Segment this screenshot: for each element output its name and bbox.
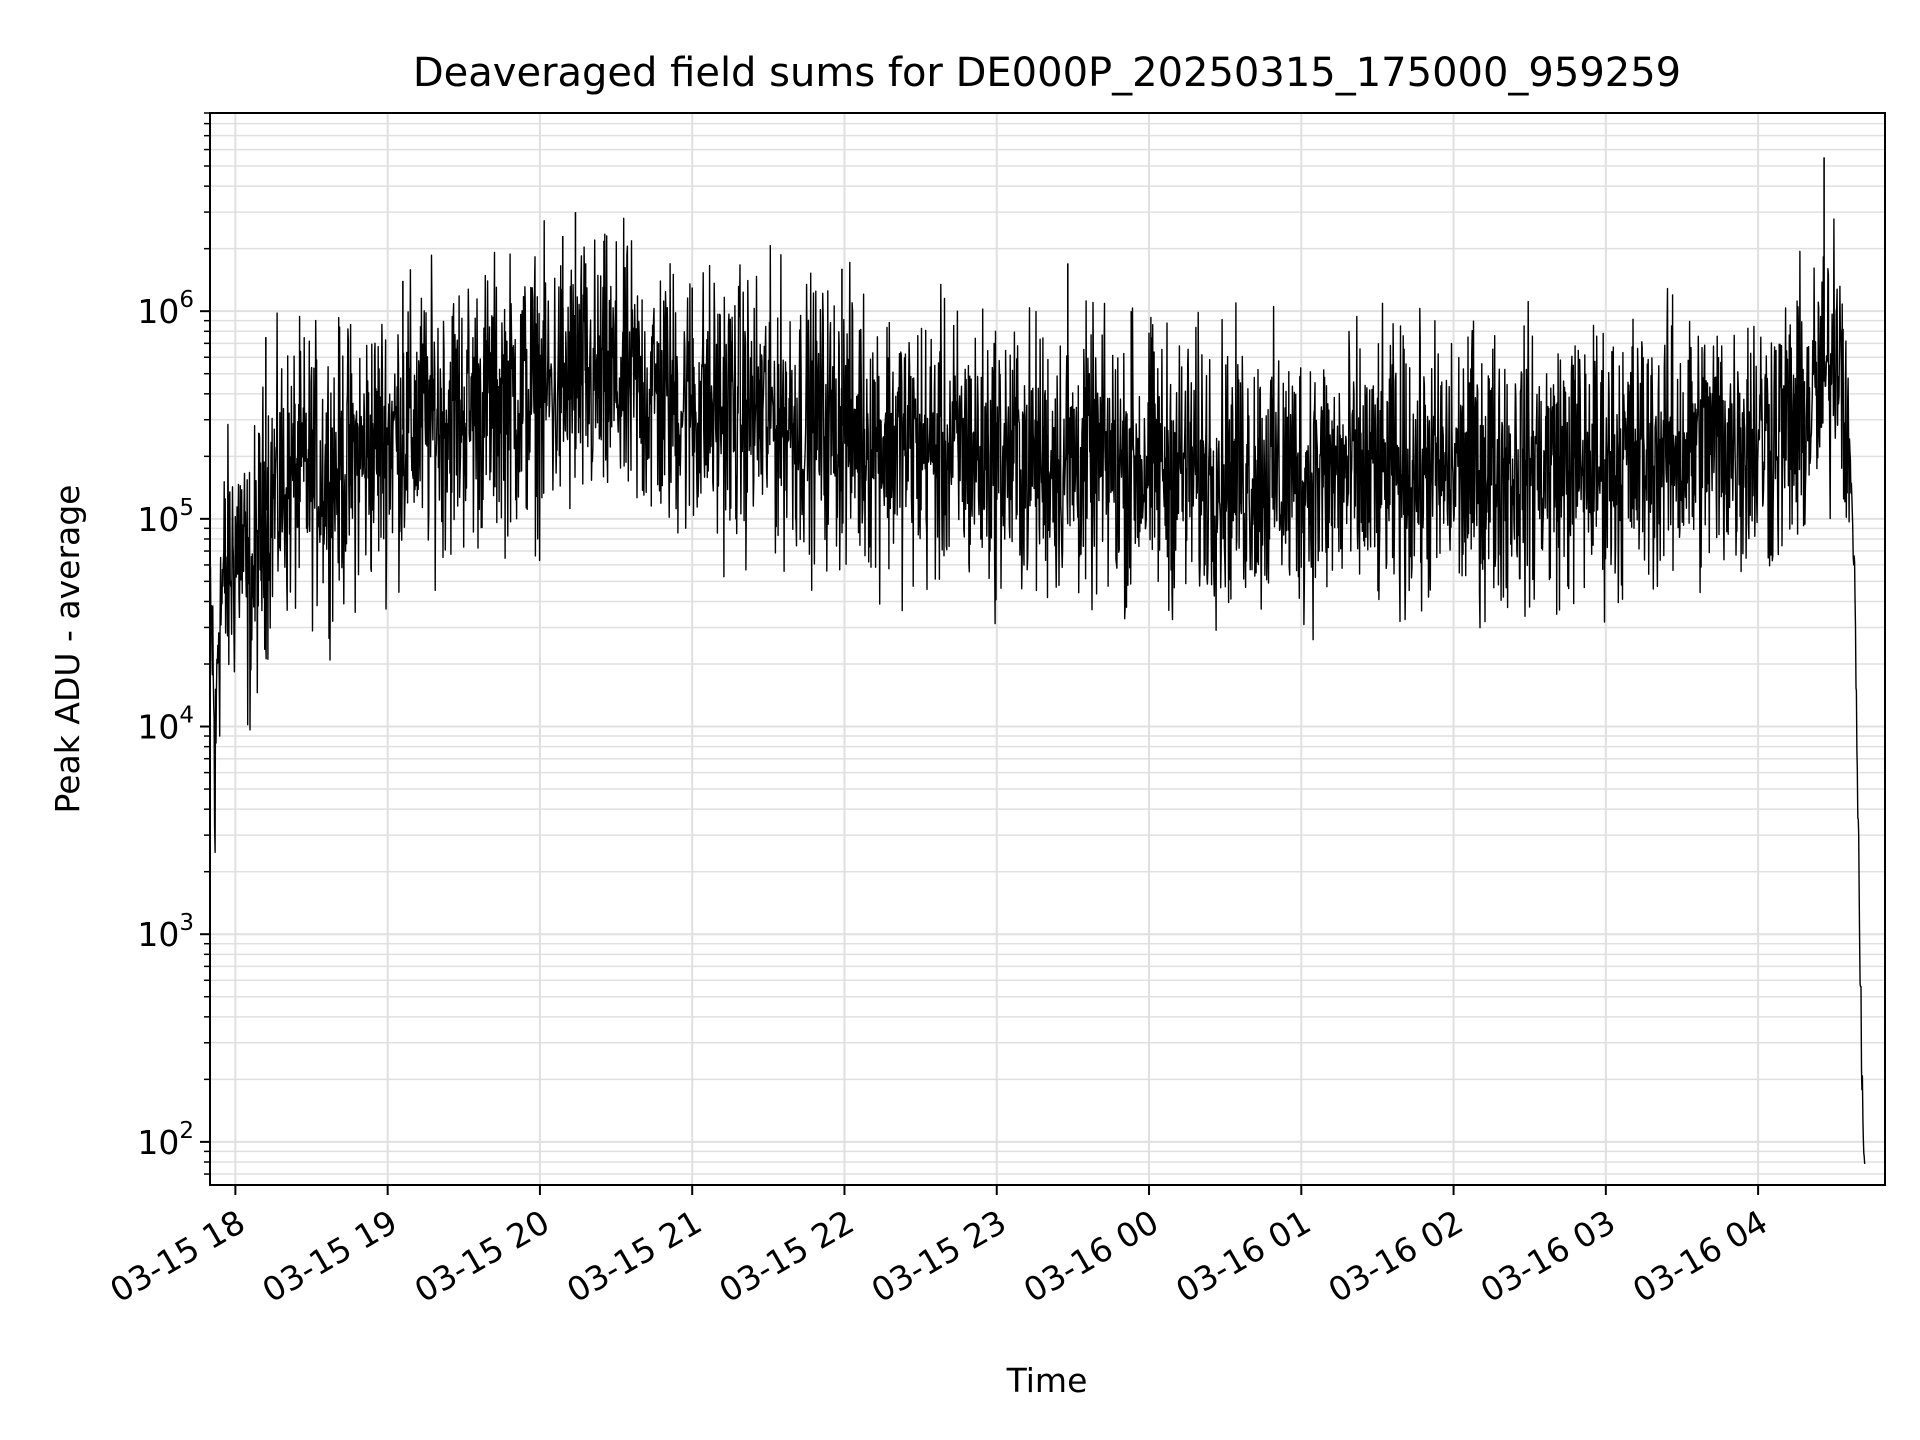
series-line: [209, 217, 1866, 1164]
plot-frame: [209, 112, 1886, 1186]
grid: [210, 112, 1885, 1185]
x-axis-label: Time: [1006, 1361, 1088, 1400]
y-tick-label: 103: [137, 910, 194, 954]
y-axis-label: Peak ADU - average: [48, 485, 87, 814]
y-tick-label: 102: [137, 1118, 194, 1162]
y-tick-label: 106: [137, 287, 194, 331]
y-axis-ticks: 102 103 104 105 106: [137, 112, 210, 1175]
chart-title: Deaveraged field sums for DE000P_2025031…: [413, 50, 1681, 96]
y-tick-label: 104: [137, 703, 194, 747]
data-series: [209, 157, 1866, 1164]
y-tick-label: 105: [137, 495, 194, 539]
